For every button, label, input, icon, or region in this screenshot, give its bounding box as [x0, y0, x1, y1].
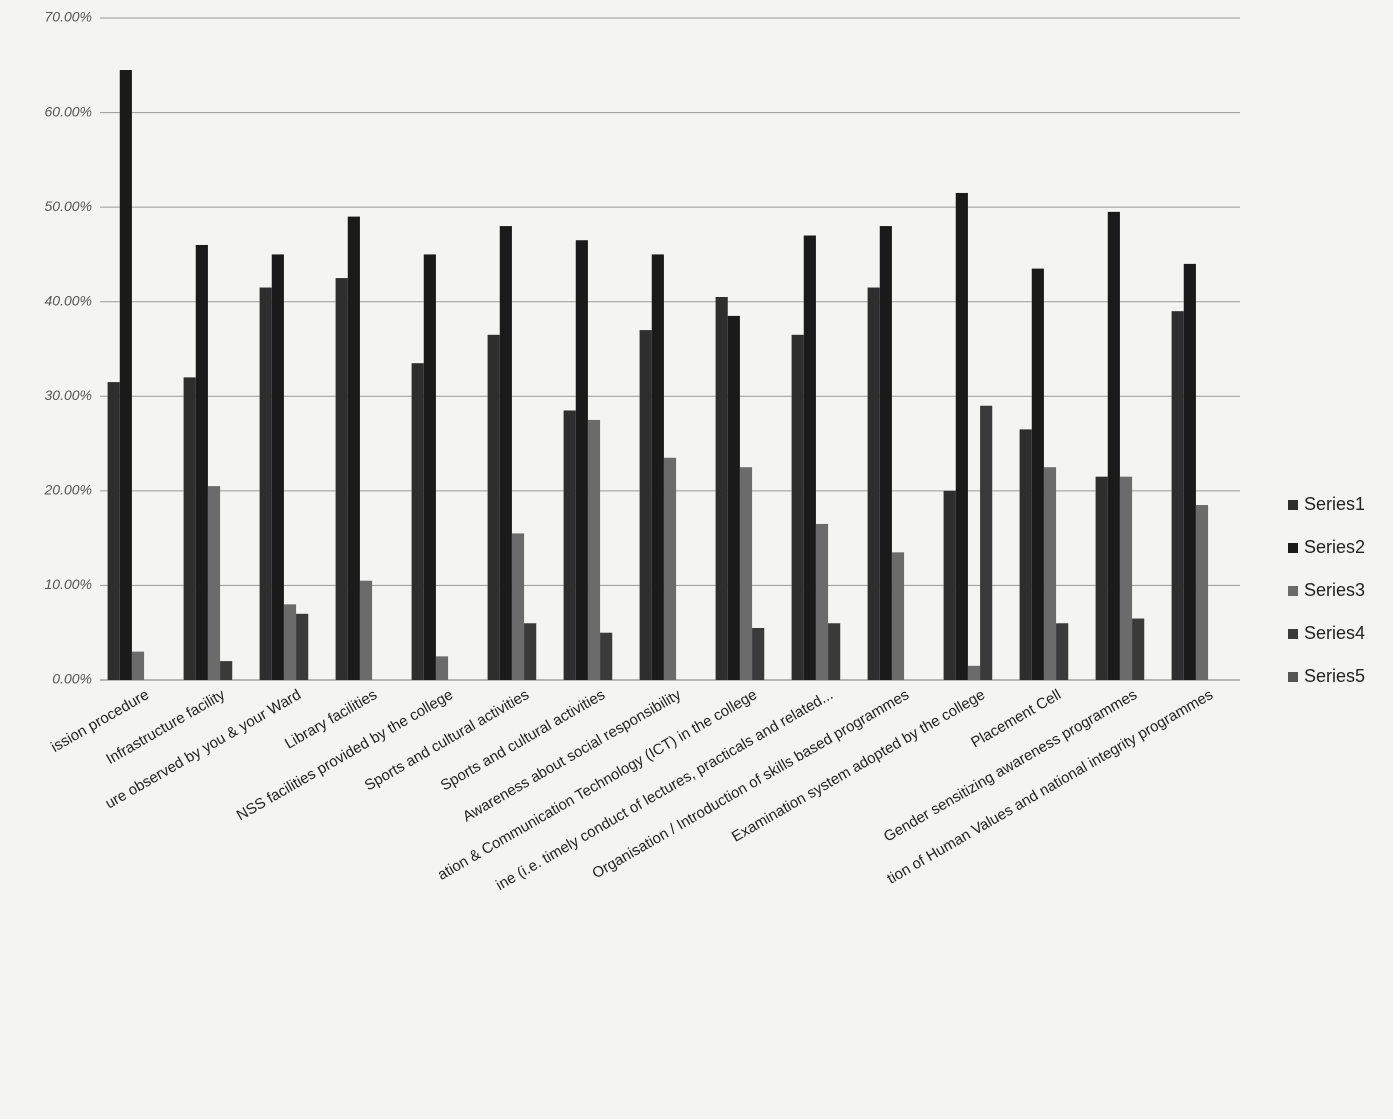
bar — [335, 278, 348, 680]
bar — [1031, 268, 1044, 680]
bar — [259, 287, 272, 680]
bar — [1095, 476, 1108, 680]
bar — [651, 254, 664, 680]
bar — [967, 665, 981, 680]
legend-label: Series2 — [1304, 537, 1365, 557]
legend-swatch — [1288, 500, 1298, 510]
bar — [1119, 476, 1133, 680]
bar — [283, 604, 297, 680]
bar — [195, 244, 208, 680]
bar — [791, 334, 804, 680]
legend-swatch — [1288, 672, 1298, 682]
bar — [119, 70, 132, 680]
y-tick-label: 70.00% — [45, 9, 92, 25]
bar — [499, 226, 512, 681]
legend-swatch — [1288, 586, 1298, 596]
bar — [715, 296, 728, 680]
bar — [347, 216, 360, 680]
y-tick-label: 10.00% — [45, 576, 92, 592]
bar — [423, 254, 436, 680]
bar — [575, 240, 588, 680]
legend-label: Series5 — [1304, 666, 1365, 686]
bar — [955, 192, 968, 680]
y-tick-label: 40.00% — [45, 292, 92, 308]
bar — [183, 377, 196, 680]
y-tick-label: 30.00% — [45, 387, 92, 403]
y-tick-label: 0.00% — [52, 671, 92, 687]
y-tick-label: 50.00% — [45, 198, 92, 214]
bar — [1107, 211, 1120, 680]
y-tick-label: 60.00% — [45, 103, 92, 119]
bar — [1056, 623, 1069, 680]
bar — [803, 235, 816, 680]
y-tick-label: 20.00% — [44, 482, 92, 498]
bar — [487, 334, 500, 680]
bar — [107, 382, 120, 680]
bar — [1171, 311, 1184, 680]
legend-swatch — [1288, 629, 1298, 639]
bar — [943, 490, 956, 680]
bar — [1043, 467, 1057, 680]
legend-label: Series1 — [1304, 494, 1365, 514]
bar — [879, 226, 892, 681]
bar — [207, 486, 221, 680]
legend-label: Series3 — [1304, 580, 1365, 600]
bar — [563, 410, 576, 680]
bar — [639, 330, 652, 680]
legend-label: Series4 — [1304, 623, 1365, 643]
bar — [752, 627, 765, 680]
bar — [600, 632, 613, 680]
bar — [359, 580, 373, 680]
bar — [435, 656, 449, 680]
bar — [1195, 505, 1209, 680]
bar — [587, 419, 601, 680]
bar — [296, 613, 309, 680]
bar — [220, 661, 233, 680]
bar — [663, 457, 677, 680]
bar — [867, 287, 880, 680]
bar — [524, 623, 537, 680]
bar — [1132, 618, 1145, 680]
bar — [739, 467, 753, 680]
bar — [980, 405, 993, 680]
bar — [815, 523, 829, 680]
legend-swatch — [1288, 543, 1298, 553]
bar — [411, 363, 424, 680]
bar — [131, 651, 145, 680]
bar — [1183, 263, 1196, 680]
bar — [271, 254, 284, 680]
bar — [891, 552, 905, 680]
bar — [1019, 429, 1032, 680]
bar — [511, 533, 525, 680]
bar — [727, 315, 740, 680]
bar — [828, 623, 841, 680]
